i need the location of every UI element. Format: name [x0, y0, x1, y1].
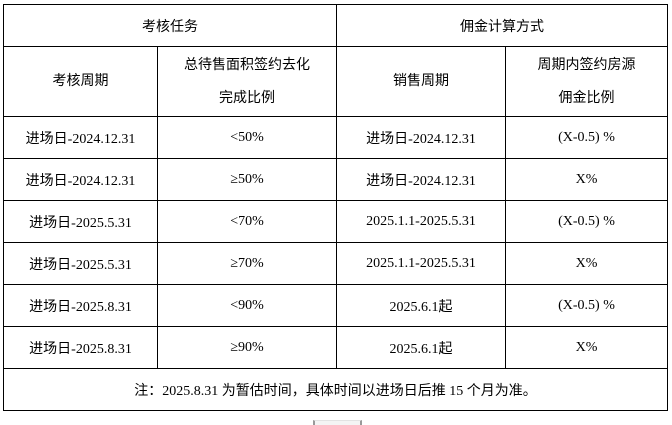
cell-completion-ratio: ≥90% — [157, 326, 337, 369]
cell-commission-ratio: (X-0.5) % — [505, 200, 668, 243]
cell-sales-period: 2025.6.1起 — [336, 284, 506, 327]
group-header-row: 考核任务 佣金计算方式 — [3, 4, 668, 47]
cell-commission-ratio: X% — [505, 158, 668, 201]
cell-commission-ratio: X% — [505, 242, 668, 285]
column-header-assessment-period: 考核周期 — [3, 46, 158, 117]
footnote-text: 注：2025.8.31 为暂估时间，具体时间以进场日后推 15 个月为准。 — [3, 368, 668, 411]
note-row: 注：2025.8.31 为暂估时间，具体时间以进场日后推 15 个月为准。 — [3, 368, 668, 411]
cell-commission-ratio: (X-0.5) % — [505, 116, 668, 159]
cell-completion-ratio: <50% — [157, 116, 337, 159]
table-row: 进场日-2025.5.31 ≥70% 2025.1.1-2025.5.31 X% — [3, 242, 668, 285]
column-header-text-line1: 周期内签约房源 — [537, 57, 636, 73]
cell-completion-ratio: <90% — [157, 284, 337, 327]
cell-assessment-period: 进场日-2024.12.31 — [3, 116, 158, 159]
cell-completion-ratio: ≥50% — [157, 158, 337, 201]
cell-sales-period: 进场日-2024.12.31 — [336, 158, 506, 201]
group-header-assessment-task: 考核任务 — [3, 4, 337, 47]
column-header-text-line2: 完成比例 — [219, 90, 275, 106]
cell-assessment-period: 进场日-2025.5.31 — [3, 242, 158, 285]
table-row: 进场日-2024.12.31 <50% 进场日-2024.12.31 (X-0.… — [3, 116, 668, 159]
cell-commission-ratio: (X-0.5) % — [505, 284, 668, 327]
column-header-text: 考核周期 — [52, 74, 109, 89]
column-header-text-line2: 佣金比例 — [558, 90, 615, 106]
column-header-completion-ratio: 总待售面积签约去化 完成比例 — [157, 46, 337, 117]
column-header-row: 考核周期 总待售面积签约去化 完成比例 销售周期 周期内签约房源 佣金比例 — [3, 46, 668, 117]
group-header-commission-method: 佣金计算方式 — [336, 4, 668, 47]
cell-sales-period: 2025.1.1-2025.5.31 — [336, 200, 506, 243]
column-header-commission-ratio: 周期内签约房源 佣金比例 — [505, 46, 668, 117]
horizontal-scrollbar-fragment[interactable] — [313, 420, 362, 425]
cell-completion-ratio: ≥70% — [157, 242, 337, 285]
cell-assessment-period: 进场日-2024.12.31 — [3, 158, 158, 201]
cell-sales-period: 进场日-2024.12.31 — [336, 116, 506, 159]
column-header-sales-period: 销售周期 — [336, 46, 506, 117]
cell-assessment-period: 进场日-2025.8.31 — [3, 326, 158, 369]
cell-completion-ratio: <70% — [157, 200, 337, 243]
cell-assessment-period: 进场日-2025.8.31 — [3, 284, 158, 327]
cell-sales-period: 2025.1.1-2025.5.31 — [336, 242, 506, 285]
column-header-text-line1: 总待售面积签约去化 — [184, 57, 310, 73]
table-row: 进场日-2025.8.31 <90% 2025.6.1起 (X-0.5) % — [3, 284, 668, 327]
commission-rules-table: 考核任务 佣金计算方式 考核周期 总待售面积签约去化 完成比例 销售周期 周期内… — [3, 4, 668, 411]
table-row: 进场日-2025.8.31 ≥90% 2025.6.1起 X% — [3, 326, 668, 369]
table-row: 进场日-2025.5.31 <70% 2025.1.1-2025.5.31 (X… — [3, 200, 668, 243]
column-header-text: 销售周期 — [393, 74, 449, 89]
cell-assessment-period: 进场日-2025.5.31 — [3, 200, 158, 243]
cell-commission-ratio: X% — [505, 326, 668, 369]
cell-sales-period: 2025.6.1起 — [336, 326, 506, 369]
table-row: 进场日-2024.12.31 ≥50% 进场日-2024.12.31 X% — [3, 158, 668, 201]
